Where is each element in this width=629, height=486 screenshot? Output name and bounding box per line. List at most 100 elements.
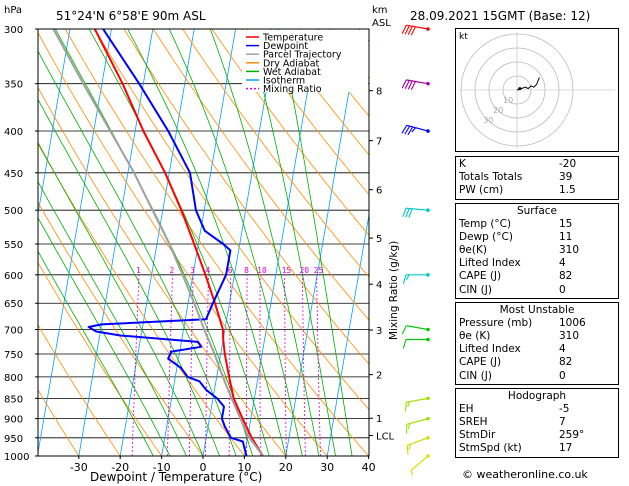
mixing-ratio-line-25: [316, 274, 321, 456]
temp-tick-30: 30: [320, 461, 334, 474]
mu-row-cin: CIN (J) 0: [459, 369, 566, 382]
copyright-footer: © weatheronline.co.uk: [462, 468, 588, 481]
pressure-tick-400: 400: [4, 127, 23, 138]
mixing-ratio-label-15: 15: [282, 266, 292, 275]
isotherm-0: [202, 29, 278, 456]
axis-labels: 3003504004505005506006507007508008509009…: [4, 25, 395, 474]
wind-barb-850: [404, 396, 430, 412]
temp-tick-20: 20: [279, 461, 293, 474]
temp-tick-10: 10: [237, 461, 251, 474]
legend-label-4: Wet Adiabat: [263, 67, 321, 78]
pressure-tick-650: 650: [4, 299, 23, 310]
km-tick-3: 3: [376, 326, 382, 337]
wet-adiabat-0: [38, 141, 204, 456]
mixing-ratio-label-1: 1: [136, 266, 141, 275]
pressure-tick-450: 450: [4, 169, 23, 180]
pressure-tick-500: 500: [4, 206, 23, 217]
temp-tick--20: -20: [111, 461, 129, 474]
mixing-ratio-label-20: 20: [299, 266, 309, 275]
stability-indices-box: K -20 Totals Totals 39 PW (cm) 1.5: [455, 156, 619, 200]
wet-adiabat-24: [168, 29, 303, 456]
isotherm--40: [38, 29, 112, 455]
hodograph-ring-label-30: 30: [483, 116, 493, 125]
surface-box: Surface Temp (°C) 15 Dewp (°C) 11 θe(K) 310…: [455, 202, 619, 299]
surface-row-dewp: Dewp (°C) 11: [459, 230, 573, 243]
wet-adiabat-4: [38, 98, 220, 456]
mixing-ratio-label-4: 4: [205, 266, 210, 275]
isotherm-20: [285, 29, 361, 456]
wet-adiabat-28: [209, 29, 320, 456]
km-tick-7: 7: [376, 137, 382, 148]
km-tick-4: 4: [376, 280, 382, 291]
temp-tick--10: -10: [153, 461, 171, 474]
mixing-ratio-line-1: [131, 274, 140, 456]
km-tick-6: 6: [376, 186, 382, 197]
wind-barb-350: [401, 79, 430, 91]
dry-adiabat-70: [152, 29, 369, 321]
wet-adiabat-8: [38, 50, 237, 456]
pressure-tick-850: 850: [4, 394, 23, 405]
wind-barb-500: [402, 207, 430, 218]
hodo-row-stmspd: StmSpd (kt) 17: [459, 442, 573, 455]
wind-barb-900: [405, 416, 430, 434]
pressure-tick-1000: 1000: [4, 452, 29, 463]
mixing-ratio-axis-label: Mixing Ratio (g/kg): [388, 241, 400, 340]
index-row-k: K -20: [459, 158, 577, 170]
surface-row-lifted-index: Lifted Index 4: [459, 257, 566, 270]
dry-adiabat-110: [270, 29, 369, 156]
pressure-tick-350: 350: [4, 80, 23, 91]
hodo-row-stmdir: StmDir 259°: [459, 429, 585, 442]
pressure-tick-750: 750: [4, 350, 23, 361]
hodo-row-sreh: SREH 7: [459, 416, 566, 429]
legend-label-3: Dry Adiabat: [263, 58, 320, 69]
temp-tick-0: 0: [200, 461, 207, 474]
dry-adiabat-100: [241, 29, 369, 196]
km-tick-2: 2: [376, 371, 382, 382]
mixing-ratio-label-10: 10: [257, 266, 267, 275]
legend-label-5: Isotherm: [263, 76, 305, 87]
legend-background: [242, 30, 368, 92]
dry-adiabat-40: [64, 29, 369, 456]
isotherm--30: [78, 29, 154, 456]
surface-row-cin: CIN (J) 0: [459, 283, 566, 296]
hodograph-storm-motion: [518, 87, 522, 91]
wind-barb-600: [402, 273, 430, 284]
mixing-ratio-line-15: [284, 274, 287, 456]
pressure-tick-700: 700: [4, 326, 23, 337]
dry-adiabat-50: [94, 29, 369, 411]
pressure-tick-800: 800: [4, 373, 23, 384]
mixing-ratio-line-4: [205, 274, 209, 456]
mixing-ratio-label-3: 3: [190, 266, 195, 275]
dry-adiabat--30: [38, 388, 80, 456]
legend-label-1: Dewpoint: [263, 41, 308, 52]
mu-row-cape: CAPE (J) 82: [459, 356, 573, 369]
indices-panel: K -20 Totals Totals 39 PW (cm) 1.5 Surface …: [455, 156, 619, 461]
isotherm--10: [161, 29, 236, 456]
dry-adiabat--20: [38, 324, 121, 456]
dry-adiabat-0: [38, 201, 204, 456]
hodograph-unit-label: kt: [459, 32, 468, 42]
wind-barb-700: [401, 325, 430, 335]
wet-adiabat-20: [127, 29, 287, 456]
temp-tick-40: 40: [362, 461, 376, 474]
surface-row-cape: CAPE (J) 82: [459, 270, 573, 283]
legend-label-2: Parcel Trajectory: [263, 50, 342, 61]
wind-barb-720: [402, 337, 430, 349]
most-unstable-header: Most Unstable: [499, 303, 575, 316]
wind-barb-1000: [410, 454, 430, 476]
mixing-ratio-label-6: 6: [228, 266, 233, 275]
wind-barb-400: [401, 124, 430, 136]
wet-adiabat--12: [38, 250, 154, 456]
hodograph-ring-label-10: 10: [503, 96, 513, 105]
wind-barb-950: [406, 436, 430, 455]
location-label: 51°24'N 6°58'E 90m ASL: [56, 9, 206, 23]
series-dewpoint: [87, 29, 248, 456]
series-parcel-trajectory: [52, 29, 264, 456]
mu-row-thetae: θe (K) 310: [459, 330, 580, 343]
asl-label: ASL: [372, 18, 391, 29]
isotherm--50: [38, 29, 71, 216]
pressure-tick-300: 300: [4, 25, 23, 36]
km-tick-5: 5: [376, 234, 382, 245]
